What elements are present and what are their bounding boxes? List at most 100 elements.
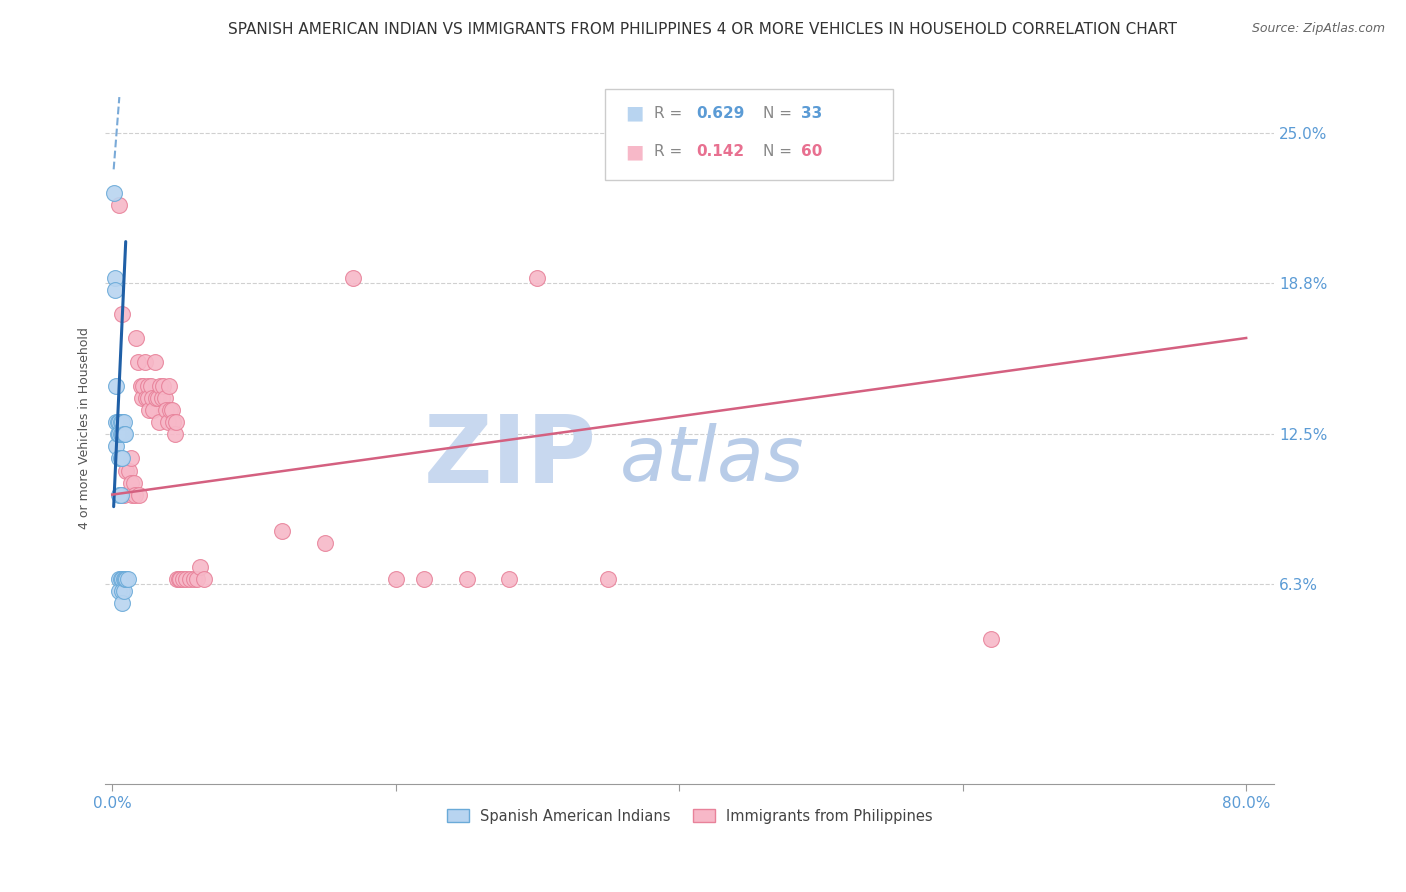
Point — [112, 584, 135, 599]
Point — [148, 415, 170, 429]
Point — [111, 451, 134, 466]
Point — [120, 475, 142, 490]
Point — [129, 379, 152, 393]
Point — [105, 439, 128, 453]
Point — [146, 391, 169, 405]
Point — [157, 379, 180, 393]
Point — [117, 572, 139, 586]
Point — [108, 572, 131, 586]
Text: R =: R = — [654, 106, 688, 120]
Point — [110, 451, 132, 466]
Point — [132, 379, 155, 393]
Point — [136, 379, 159, 393]
Point — [105, 379, 128, 393]
Point — [108, 584, 131, 599]
Point — [174, 572, 197, 586]
Point — [120, 451, 142, 466]
Point — [314, 536, 336, 550]
Point — [456, 572, 478, 586]
Point — [153, 391, 176, 405]
Point — [112, 487, 135, 501]
Point — [114, 572, 136, 586]
Point — [131, 391, 153, 405]
Point — [136, 391, 159, 405]
Point — [118, 463, 141, 477]
Point — [169, 572, 191, 586]
Point — [152, 379, 174, 393]
Point — [134, 355, 156, 369]
Point — [498, 572, 520, 586]
Point — [138, 403, 160, 417]
Point — [111, 572, 134, 586]
Point — [163, 427, 186, 442]
Point — [172, 572, 194, 586]
Point — [108, 451, 131, 466]
Point — [183, 572, 205, 586]
Point — [108, 427, 131, 442]
Text: 0.629: 0.629 — [696, 106, 744, 120]
Point — [128, 487, 150, 501]
Point — [111, 427, 134, 442]
Text: atlas: atlas — [620, 424, 804, 498]
Point — [108, 198, 131, 212]
Point — [155, 403, 177, 417]
Point — [166, 572, 188, 586]
Text: R =: R = — [654, 145, 688, 159]
Point — [108, 487, 131, 501]
Point — [142, 403, 165, 417]
Text: N =: N = — [763, 106, 797, 120]
Point — [111, 415, 134, 429]
Point — [526, 270, 548, 285]
Point — [111, 307, 134, 321]
Legend: Spanish American Indians, Immigrants from Philippines: Spanish American Indians, Immigrants fro… — [441, 803, 939, 830]
Point — [104, 270, 127, 285]
Text: ZIP: ZIP — [423, 411, 596, 503]
Point — [105, 415, 128, 429]
Point — [384, 572, 406, 586]
Point — [112, 572, 135, 586]
Point — [193, 572, 215, 586]
Point — [112, 415, 135, 429]
Text: 33: 33 — [801, 106, 823, 120]
Text: ■: ■ — [626, 142, 644, 161]
Point — [112, 427, 135, 442]
Point — [156, 415, 179, 429]
Point — [162, 415, 184, 429]
Text: ■: ■ — [626, 103, 644, 123]
Point — [111, 584, 134, 599]
Point — [122, 475, 145, 490]
Point — [150, 391, 173, 405]
Point — [342, 270, 364, 285]
Point — [186, 572, 208, 586]
Point — [115, 572, 138, 586]
Point — [110, 572, 132, 586]
Point — [160, 403, 183, 417]
Text: 0.142: 0.142 — [696, 145, 744, 159]
Text: N =: N = — [763, 145, 797, 159]
Point — [124, 487, 146, 501]
Point — [103, 186, 125, 201]
Point — [598, 572, 620, 586]
Point — [139, 379, 162, 393]
Point — [159, 403, 181, 417]
Point — [114, 427, 136, 442]
Text: Source: ZipAtlas.com: Source: ZipAtlas.com — [1251, 22, 1385, 36]
Point — [141, 391, 163, 405]
Point — [135, 391, 157, 405]
Point — [110, 427, 132, 442]
Point — [110, 415, 132, 429]
Y-axis label: 4 or more Vehicles in Household: 4 or more Vehicles in Household — [79, 327, 91, 529]
Point — [413, 572, 436, 586]
Point — [121, 487, 143, 501]
Point — [107, 427, 129, 442]
Point — [167, 572, 190, 586]
Point — [110, 487, 132, 501]
Point — [111, 596, 134, 610]
Point — [165, 415, 187, 429]
Point — [143, 355, 166, 369]
Point — [125, 331, 148, 345]
Point — [271, 524, 294, 538]
Point — [188, 560, 211, 574]
Text: 60: 60 — [801, 145, 823, 159]
Point — [179, 572, 201, 586]
